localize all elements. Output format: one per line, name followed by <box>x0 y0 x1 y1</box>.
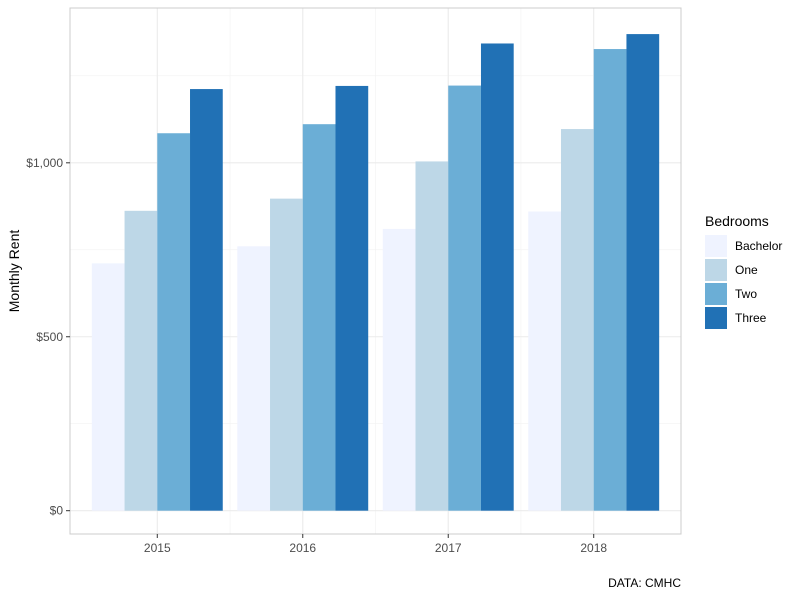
caption: DATA: CMHC <box>608 576 681 590</box>
y-tick-label: $1,000 <box>26 156 63 170</box>
y-tick-label: $0 <box>50 504 64 518</box>
legend-label-one: One <box>735 263 758 277</box>
bars <box>91 34 660 511</box>
bar-two-2015 <box>157 133 191 511</box>
y-tick-label: $500 <box>36 330 63 344</box>
x-tick-label: 2017 <box>435 541 462 555</box>
bar-three-2015 <box>190 89 223 511</box>
bar-one-2015 <box>124 210 158 511</box>
bar-one-2018 <box>560 129 594 511</box>
legend-label-bachelor: Bachelor <box>735 239 782 253</box>
legend-key-one <box>705 259 727 281</box>
bar-bachelor-2016 <box>237 246 271 511</box>
bar-two-2017 <box>448 85 481 511</box>
plot-panel-border <box>69 7 682 535</box>
bar-one-2016 <box>270 198 303 511</box>
x-tick-label: 2018 <box>580 541 607 555</box>
legend-key-three <box>705 307 727 329</box>
legend-label-three: Three <box>735 311 767 325</box>
bar-bachelor-2018 <box>528 211 561 511</box>
legend-key-two <box>705 283 727 305</box>
bar-two-2018 <box>593 49 627 511</box>
x-tick-label: 2015 <box>144 541 171 555</box>
legend-key-bachelor <box>705 235 727 257</box>
x-tick-label: 2016 <box>289 541 316 555</box>
bar-three-2017 <box>480 43 514 511</box>
bar-bachelor-2015 <box>91 263 125 511</box>
legend-title: Bedrooms <box>705 213 769 229</box>
bar-three-2018 <box>626 34 660 511</box>
bar-three-2016 <box>335 85 369 511</box>
legend: Bedrooms Bachelor One Two Three <box>705 213 782 329</box>
legend-label-two: Two <box>735 287 757 301</box>
axes: $0 $500 $1,000 2015 2016 2017 2018 <box>26 156 607 555</box>
bar-two-2016 <box>302 124 336 511</box>
bar-bachelor-2017 <box>382 228 416 511</box>
y-axis-title: Monthly Rent <box>6 230 22 313</box>
bar-one-2017 <box>415 161 449 511</box>
